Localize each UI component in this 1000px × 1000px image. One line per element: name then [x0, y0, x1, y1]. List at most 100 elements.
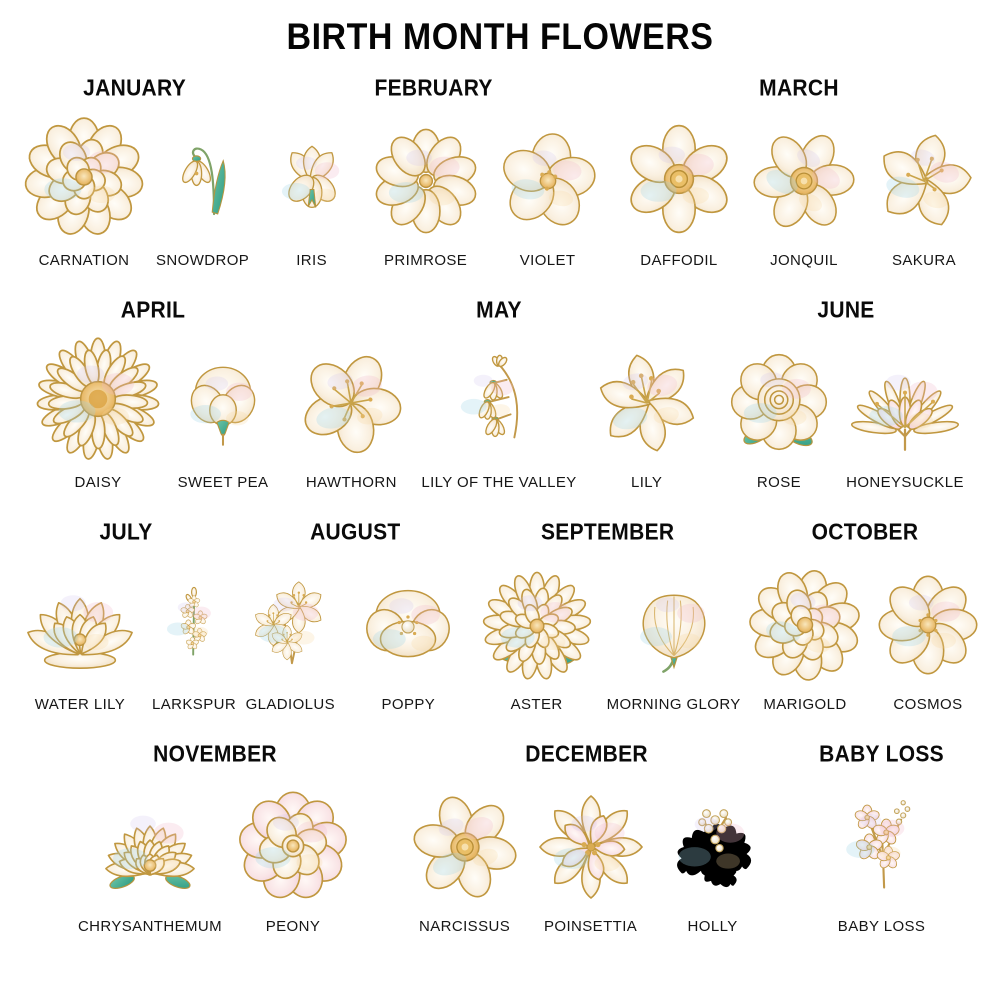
flower-label: HOLLY: [687, 918, 738, 935]
flower-label: DAFFODIL: [640, 252, 718, 269]
month-group-september: SEPTEMBER ASTER MORNING GLORY: [475, 519, 741, 713]
month-header: SEPTEMBER: [540, 519, 675, 546]
flower-row: CHRYSANTHEMUM PEONY: [76, 777, 354, 935]
flower-label: PRIMROSE: [383, 252, 468, 269]
rose-icon: [724, 333, 834, 461]
flower-cell: MORNING GLORY: [607, 555, 741, 713]
flower-label: VIOLET: [519, 252, 576, 269]
month-row: JULY WATER LILY LARKSPUR AUGUST GLADIOLUS POP…: [12, 519, 988, 713]
cosmos-icon: [872, 555, 984, 683]
month-header: NOVEMBER: [153, 741, 277, 768]
daffodil-icon: [618, 111, 740, 239]
month-group-january: JANUARY CARNATION SNOWDROP: [20, 75, 249, 269]
flower-label: IRIS: [296, 252, 327, 269]
carnation-icon: [20, 111, 148, 239]
poster: BIRTH MONTH FLOWERS JANUARY CARNATION SNOW…: [0, 16, 1000, 935]
flower-row: DAISY SWEET PEA: [32, 333, 274, 491]
flower-row: ASTER MORNING GLORY: [475, 555, 741, 713]
violet-icon: [493, 111, 603, 239]
month-group-april: APRIL DAISY SWEET PEA: [32, 297, 274, 491]
flower-cell: IRIS: [265, 111, 359, 269]
flower-label: SWEET PEA: [177, 474, 269, 491]
flower-cell: HONEYSUCKLE: [842, 333, 968, 491]
month-row: NOVEMBER CHRYSANTHEMUM PEONY DECEMBER NARCIS…: [12, 741, 988, 935]
flower-cell: POPPY: [347, 555, 469, 713]
flower-cell: GLADIOLUS: [241, 555, 339, 713]
baby-loss-icon: [829, 777, 935, 905]
month-header: MARCH: [759, 75, 839, 102]
month-group-february: FEBRUARY IRIS PRIMROSE VIOLET: [265, 75, 603, 269]
holly-icon: [659, 777, 767, 905]
flower-cell: POINSETTIA: [531, 777, 651, 935]
flower-label: SNOWDROP: [156, 252, 250, 269]
flower-label: MARIGOLD: [763, 696, 847, 713]
flower-cell: SAKURA: [868, 111, 980, 269]
month-row: JANUARY CARNATION SNOWDROP FEBRUARY IRIS PRIM…: [12, 75, 988, 269]
flower-label: GLADIOLUS: [245, 696, 336, 713]
month-group-november: NOVEMBER CHRYSANTHEMUM PEONY: [76, 741, 354, 935]
month-group-july: JULY WATER LILY LARKSPUR: [16, 520, 236, 713]
lily-of-the-valley-icon: [451, 333, 547, 461]
month-header: JUNE: [817, 297, 875, 324]
flower-row: DAFFODIL JONQUIL SAKURA: [618, 111, 980, 269]
peony-icon: [232, 777, 354, 905]
month-group-august: AUGUST GLADIOLUS POPPY: [241, 519, 469, 713]
morning-glory-icon: [621, 555, 727, 683]
flower-cell: VIOLET: [493, 111, 603, 269]
flower-cell: HOLLY: [659, 777, 767, 935]
flower-row: HAWTHORN LILY OF THE VALLEY LILY: [289, 333, 708, 491]
flower-cell: PEONY: [232, 777, 354, 935]
flower-cell: BABY LOSS: [829, 777, 935, 935]
month-header: JANUARY: [83, 75, 187, 102]
flower-row: ROSE HONEYSUCKLE: [724, 333, 968, 491]
flower-row: WATER LILY LARKSPUR: [16, 555, 236, 713]
month-header: OCTOBER: [811, 519, 919, 546]
flower-label: HAWTHORN: [305, 474, 397, 491]
month-group-march: MARCH DAFFODIL JONQUIL SAKURA: [618, 75, 980, 269]
narcissus-icon: [407, 777, 523, 905]
poppy-icon: [347, 555, 469, 683]
sakura-icon: [868, 111, 980, 239]
month-header: APRIL: [120, 297, 186, 324]
flower-cell: CHRYSANTHEMUM: [76, 777, 224, 935]
marigold-icon: [746, 555, 864, 683]
flower-cell: WATER LILY: [16, 555, 144, 713]
month-rows: JANUARY CARNATION SNOWDROP FEBRUARY IRIS PRIM…: [12, 75, 988, 935]
month-header: DECEMBER: [525, 741, 648, 768]
larkspur-icon: [154, 555, 234, 683]
month-group-may: MAY HAWTHORN LILY OF THE VALLEY LILY: [289, 298, 708, 491]
flower-label: SAKURA: [891, 252, 957, 269]
flower-label: ASTER: [510, 696, 563, 713]
flower-cell: SNOWDROP: [156, 111, 249, 269]
flower-label: PEONY: [265, 918, 321, 935]
month-group-october: OCTOBER MARIGOLD COSMOS: [746, 519, 984, 713]
flower-cell: LILY OF THE VALLEY: [421, 333, 576, 491]
aster-icon: [475, 555, 599, 683]
flower-label: HONEYSUCKLE: [846, 474, 964, 491]
flower-cell: ROSE: [724, 333, 834, 491]
flower-cell: NARCISSUS: [407, 777, 523, 935]
flower-label: MORNING GLORY: [606, 696, 741, 713]
flower-row: IRIS PRIMROSE VIOLET: [265, 111, 603, 269]
flower-label: COSMOS: [893, 696, 963, 713]
flower-label: WATER LILY: [34, 696, 126, 713]
snowdrop-icon: [157, 111, 249, 239]
flower-cell: COSMOS: [872, 555, 984, 713]
flower-cell: LARKSPUR: [152, 555, 236, 713]
month-group-december: DECEMBER NARCISSUS POINSETTIA HOLLY: [407, 741, 767, 935]
month-header: BABY LOSS: [819, 741, 944, 768]
month-row: APRIL DAISY SWEET PEA MAY HAWTHORN LILY OF TH…: [12, 297, 988, 491]
flower-cell: MARIGOLD: [746, 555, 864, 713]
flower-label: ROSE: [756, 474, 802, 491]
flower-row: GLADIOLUS POPPY: [241, 555, 469, 713]
jonquil-icon: [748, 111, 860, 239]
flower-row: BABY LOSS: [829, 777, 935, 935]
month-header: FEBRUARY: [374, 75, 493, 102]
month-header: AUGUST: [310, 519, 401, 546]
flower-row: CARNATION SNOWDROP: [20, 111, 249, 269]
flower-row: MARIGOLD COSMOS: [746, 555, 984, 713]
flower-label: POINSETTIA: [543, 918, 638, 935]
chrysanthemum-icon: [76, 777, 224, 905]
iris-icon: [265, 111, 359, 239]
sweet-pea-icon: [172, 333, 274, 461]
